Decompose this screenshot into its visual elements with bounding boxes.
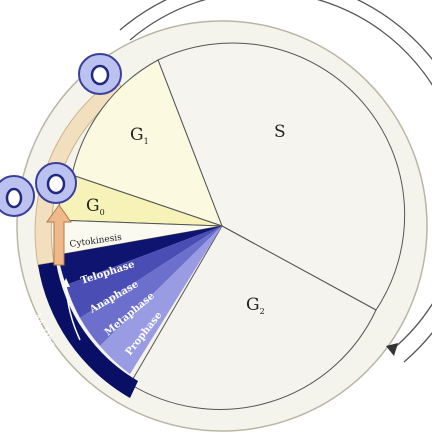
g0-label: G0: [86, 196, 105, 217]
g2-label: G2: [246, 295, 265, 316]
g1-phase-wedge: [71, 59, 223, 227]
cell-icon-top: [78, 53, 122, 95]
prophase-wedge: [100, 226, 222, 374]
m-phase-arrow: [65, 284, 81, 341]
s-label: S: [274, 122, 286, 142]
cell-icon-middle: [35, 162, 77, 204]
s-phase-wedge: [157, 42, 406, 311]
outer-arrowhead: [386, 343, 398, 356]
cell-icon-left: [0, 175, 35, 217]
telophase-wedge: [58, 226, 222, 285]
anaphase-wedge: [66, 226, 222, 318]
m-phase-arrowhead: [62, 278, 70, 287]
reentry-arrow: [46, 204, 72, 266]
metaphase-wedge: [80, 226, 222, 346]
outer-direction-arrow-2: [129, 0, 432, 350]
outer-direction-arrow-1: [119, 0, 432, 363]
g2-phase-wedge: [129, 225, 377, 410]
g1-label: G1: [130, 125, 149, 146]
m-phase-band: [38, 262, 138, 398]
